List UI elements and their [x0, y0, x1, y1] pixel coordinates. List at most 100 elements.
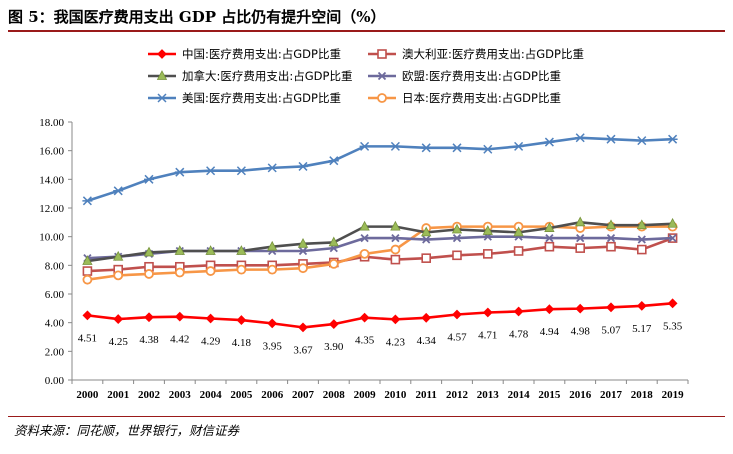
data-point	[575, 303, 586, 314]
legend-marker	[157, 93, 167, 103]
legend-label: 美国:医疗费用支出:占GDP比重	[182, 91, 341, 105]
data-point	[421, 226, 432, 237]
data-point	[390, 314, 401, 325]
data-point	[298, 322, 308, 333]
data-point	[390, 220, 401, 231]
data-point	[144, 312, 154, 323]
x-tick-label: 2000	[76, 389, 99, 401]
data-point	[636, 219, 647, 230]
legend-label: 加拿大:医疗费用支出:占GDP比重	[182, 69, 352, 83]
legend-label: 日本:医疗费用支出:占GDP比重	[402, 91, 561, 105]
legend: 中国:医疗费用支出:占GDP比重 澳大利亚:医疗费用支出:占GDP比重加拿大:医疗…	[148, 47, 584, 105]
x-tick-label: 2004	[200, 389, 223, 401]
data-point	[113, 270, 124, 281]
data-point	[636, 300, 647, 311]
data-point	[144, 269, 154, 279]
data-point	[667, 298, 678, 309]
data-point	[174, 245, 185, 255]
x-tick-label: 2003	[169, 389, 192, 401]
legend-label: 欧盟:医疗费用支出:占GDP比重	[402, 69, 561, 83]
data-point	[605, 219, 617, 230]
legend-marker	[377, 71, 387, 81]
chart-title: 图 5：我国医疗费用支出 GDP 占比仍有提升空间（%）	[8, 8, 386, 26]
data-point	[391, 233, 400, 243]
legend-marker	[377, 49, 387, 59]
data-point	[298, 263, 308, 274]
data-label: 3.90	[324, 341, 344, 353]
x-tick-label: 2005	[230, 389, 253, 401]
data-point	[606, 233, 616, 243]
data-point	[606, 241, 616, 252]
data-point	[544, 137, 555, 147]
data-point	[482, 307, 493, 318]
x-tick-label: 2016	[569, 389, 592, 401]
data-point	[636, 244, 647, 255]
data-point	[452, 309, 462, 320]
data-point	[668, 233, 677, 243]
data-label: 4.94	[540, 326, 560, 338]
x-tick-label: 2017	[600, 389, 623, 401]
source-rule	[8, 416, 725, 417]
data-point	[82, 310, 93, 321]
data-point	[328, 156, 339, 166]
data-point	[205, 266, 216, 276]
data-point	[637, 235, 646, 244]
data-point	[267, 318, 278, 329]
data-point	[143, 246, 155, 257]
data-point	[421, 253, 432, 263]
legend-marker	[156, 70, 168, 80]
legend-item: 澳大利亚:医疗费用支出:占GDP比重	[368, 47, 584, 61]
series-line	[87, 221, 673, 263]
data-label: 4.25	[109, 336, 129, 348]
data-point	[236, 315, 247, 325]
data-point	[667, 134, 678, 144]
x-tick-label: 2008	[323, 389, 346, 401]
data-point	[267, 163, 278, 173]
data-point	[667, 217, 678, 228]
data-point	[205, 166, 216, 176]
y-tick-label: 8.00	[45, 260, 65, 272]
data-point	[144, 174, 154, 184]
x-tick-label: 2013	[477, 389, 500, 401]
data-point	[452, 143, 462, 153]
data-point	[297, 237, 309, 248]
series-1	[82, 233, 678, 276]
data-point	[482, 144, 493, 154]
data-label: 3.67	[293, 344, 313, 356]
data-point	[113, 186, 124, 196]
data-label: 4.29	[201, 336, 221, 348]
data-point	[359, 312, 370, 323]
data-label: 4.98	[571, 326, 591, 338]
data-point	[359, 141, 370, 151]
data-label: 4.71	[478, 329, 497, 341]
data-point	[360, 233, 369, 243]
data-label: 4.35	[355, 335, 375, 347]
legend-marker	[377, 93, 387, 103]
data-point	[421, 143, 432, 153]
data-label: 4.51	[78, 332, 97, 344]
data-point	[328, 258, 339, 269]
data-point	[452, 250, 462, 261]
data-point	[174, 267, 185, 278]
x-tick-label: 2015	[538, 389, 561, 401]
data-point	[606, 302, 616, 313]
data-point	[451, 223, 463, 234]
data-point	[267, 240, 278, 251]
x-tick-label: 2014	[508, 389, 531, 401]
data-point	[267, 264, 278, 275]
data-point	[236, 245, 247, 255]
data-label: 4.18	[232, 337, 252, 349]
legend-label: 中国:医疗费用支出:占GDP比重	[182, 47, 341, 61]
data-point	[575, 243, 586, 253]
series-2	[82, 216, 678, 265]
data-point	[328, 319, 339, 330]
data-point	[113, 314, 124, 324]
data-point	[544, 241, 555, 252]
y-tick-label: 0.00	[45, 375, 65, 387]
data-label: 5.07	[601, 324, 621, 336]
data-point	[82, 255, 93, 265]
x-tick-label: 2011	[415, 389, 436, 401]
x-tick-label: 2001	[107, 389, 129, 401]
data-label: 4.78	[509, 328, 529, 340]
